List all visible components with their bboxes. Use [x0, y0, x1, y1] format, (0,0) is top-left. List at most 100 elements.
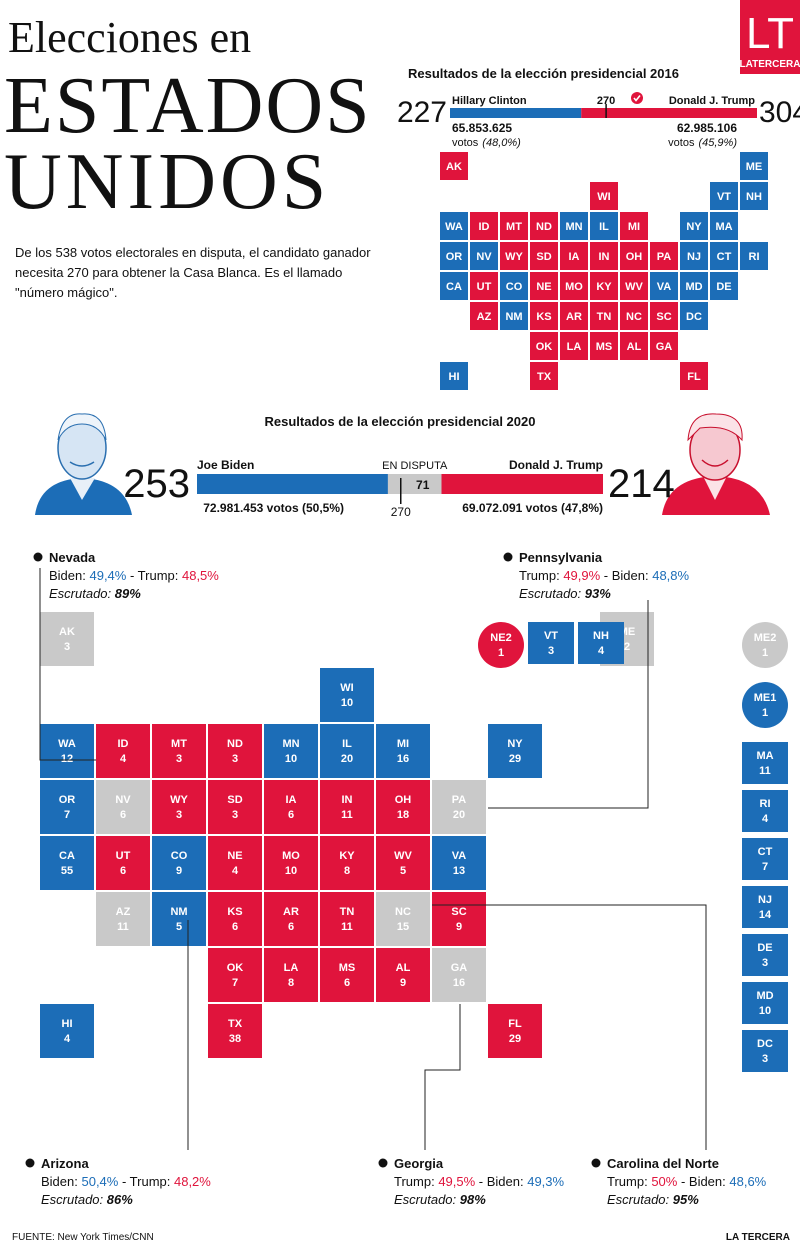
electoral-votes: 6	[344, 977, 350, 989]
state-label: IL	[599, 221, 609, 233]
callout-title: Pennsylvania	[519, 550, 603, 565]
state-label: AZ	[477, 311, 492, 323]
electoral-votes: 6	[288, 921, 294, 933]
state-tile	[680, 212, 708, 240]
state-tile	[432, 836, 486, 890]
electoral-votes: 9	[176, 865, 182, 877]
callout-part: 50,4%	[81, 1174, 118, 1189]
state-tile	[440, 212, 468, 240]
state-label: TN	[597, 311, 612, 323]
state-label: NJ	[758, 894, 772, 906]
electoral-votes: 7	[232, 977, 238, 989]
electoral-votes: 13	[453, 865, 465, 877]
popular-votes: 72.981.453 votos (50,5%)	[203, 501, 344, 515]
bar	[197, 474, 388, 494]
source: FUENTE: New York Times/CNN	[12, 1232, 154, 1243]
callout-part: 48,6%	[729, 1174, 766, 1189]
state-tile	[560, 302, 588, 330]
state-tile	[208, 836, 262, 890]
state-label: AR	[283, 906, 299, 918]
bar	[450, 108, 582, 118]
state-tile	[742, 982, 788, 1024]
vote-share: votos (45,9%)	[668, 137, 737, 149]
state-label: PA	[657, 251, 672, 263]
state-tile	[40, 780, 94, 834]
scrutiny-label: Escrutado:	[41, 1192, 107, 1207]
state-tile	[440, 152, 468, 180]
state-label: KS	[536, 311, 551, 323]
state-label: ND	[227, 738, 243, 750]
electoral-votes: 4	[762, 813, 769, 825]
electoral-votes: 20	[341, 753, 353, 765]
scrutiny-value: 86%	[107, 1192, 133, 1207]
electoral-votes: 227	[397, 96, 447, 129]
callout-part: Biden:	[49, 568, 89, 583]
electoral-votes: 29	[509, 753, 521, 765]
state-label: MD	[685, 281, 702, 293]
scrutiny-value: 89%	[115, 586, 141, 601]
state-tile	[530, 362, 558, 390]
callout-scrutiny: Escrutado: 98%	[394, 1192, 486, 1207]
electoral-votes: 1	[762, 707, 768, 719]
state-label: WA	[445, 221, 463, 233]
electoral-votes: 6	[288, 809, 294, 821]
state-tile	[530, 272, 558, 300]
state-label: WY	[505, 251, 523, 263]
state-tile	[488, 1004, 542, 1058]
callout-results: Trump: 49,5% - Biden: 49,3%	[394, 1174, 565, 1189]
state-label: ND	[536, 221, 552, 233]
callout-results: Biden: 50,4% - Trump: 48,2%	[41, 1174, 211, 1189]
state-label: IN	[599, 251, 610, 263]
state-label: DE	[716, 281, 731, 293]
state-tile	[740, 242, 768, 270]
state-tile	[680, 362, 708, 390]
callout-part: 48,5%	[182, 568, 219, 583]
state-label: NV	[476, 251, 492, 263]
state-label: WV	[625, 281, 643, 293]
state-label: DC	[686, 311, 702, 323]
section-title: Resultados de la elección presidencial 2…	[265, 414, 536, 429]
state-tile	[208, 780, 262, 834]
electoral-votes: 3	[762, 1053, 768, 1065]
state-label: CO	[171, 850, 188, 862]
bar	[387, 474, 442, 494]
vote-pct: (45,9%)	[698, 137, 737, 149]
state-label: KY	[596, 281, 612, 293]
state-label: WI	[597, 191, 610, 203]
state-label: MI	[397, 738, 409, 750]
state-tile	[680, 242, 708, 270]
state-tile	[96, 836, 150, 890]
electoral-votes: 3	[176, 753, 182, 765]
state-label: GA	[451, 962, 468, 974]
state-tile	[680, 302, 708, 330]
state-label: RI	[749, 251, 760, 263]
state-label: LA	[567, 341, 582, 353]
state-tile	[530, 302, 558, 330]
state-tile	[208, 724, 262, 778]
callout-part: - Trump:	[126, 568, 182, 583]
state-tile	[500, 242, 528, 270]
leader-lines	[39, 568, 707, 1150]
bar	[441, 474, 603, 494]
callout-part: 49,9%	[563, 568, 600, 583]
state-tile	[740, 182, 768, 210]
callout-scrutiny: Escrutado: 89%	[49, 586, 141, 601]
electoral-votes: 7	[64, 809, 70, 821]
state-label: MO	[565, 281, 583, 293]
state-tile	[40, 724, 94, 778]
callout-part: - Biden:	[600, 568, 652, 583]
electoral-votes: 5	[400, 865, 406, 877]
state-tile	[710, 272, 738, 300]
popular-votes: 62.985.106	[677, 121, 737, 135]
state-tile	[742, 886, 788, 928]
title-line: ESTADOS	[4, 62, 372, 150]
state-tile	[590, 332, 618, 360]
scrutiny-value: 98%	[460, 1192, 486, 1207]
state-tile	[432, 780, 486, 834]
electoral-votes: 11	[759, 765, 771, 777]
state-label: WA	[58, 738, 76, 750]
callout-part: 50%	[651, 1174, 677, 1189]
state-tile	[264, 836, 318, 890]
state-tile	[590, 272, 618, 300]
state-tile	[96, 780, 150, 834]
